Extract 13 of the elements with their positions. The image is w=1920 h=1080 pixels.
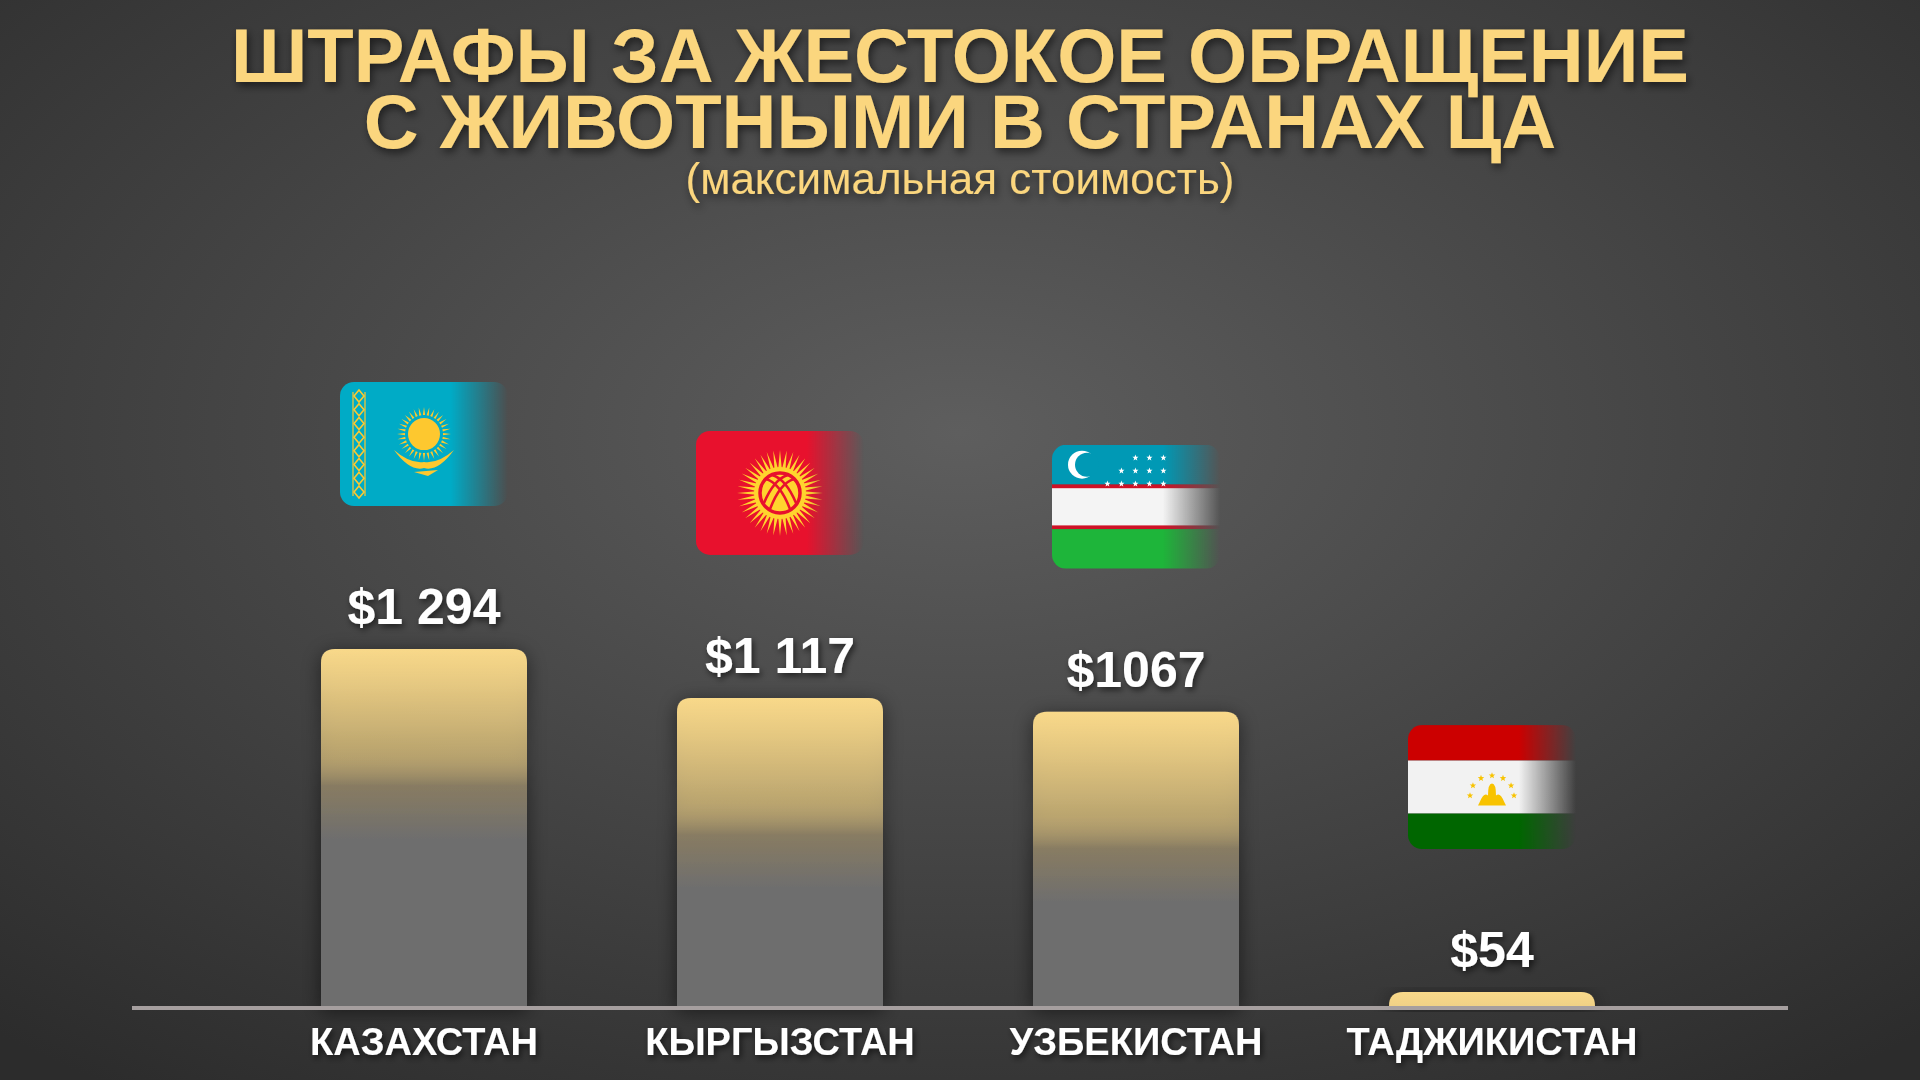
chart-subtitle: (максимальная стоимость) [685,154,1235,203]
x-tick-label: ТАДЖИКИСТАН [1346,1021,1638,1063]
x-tick-label: КАЗАХСТАН [310,1021,538,1063]
data-label: $54 [1450,922,1534,979]
bar [1033,711,1239,1007]
x-tick-label: КЫРГЫЗСТАН [645,1021,915,1063]
x-tick-label: УЗБЕКИСТАН [1009,1021,1263,1063]
bar [677,697,883,1007]
data-label: $1067 [1066,641,1206,698]
data-label: $1 117 [704,627,856,684]
bar [321,649,527,1007]
bar [1389,992,1595,1007]
data-label: $1 294 [347,579,501,635]
